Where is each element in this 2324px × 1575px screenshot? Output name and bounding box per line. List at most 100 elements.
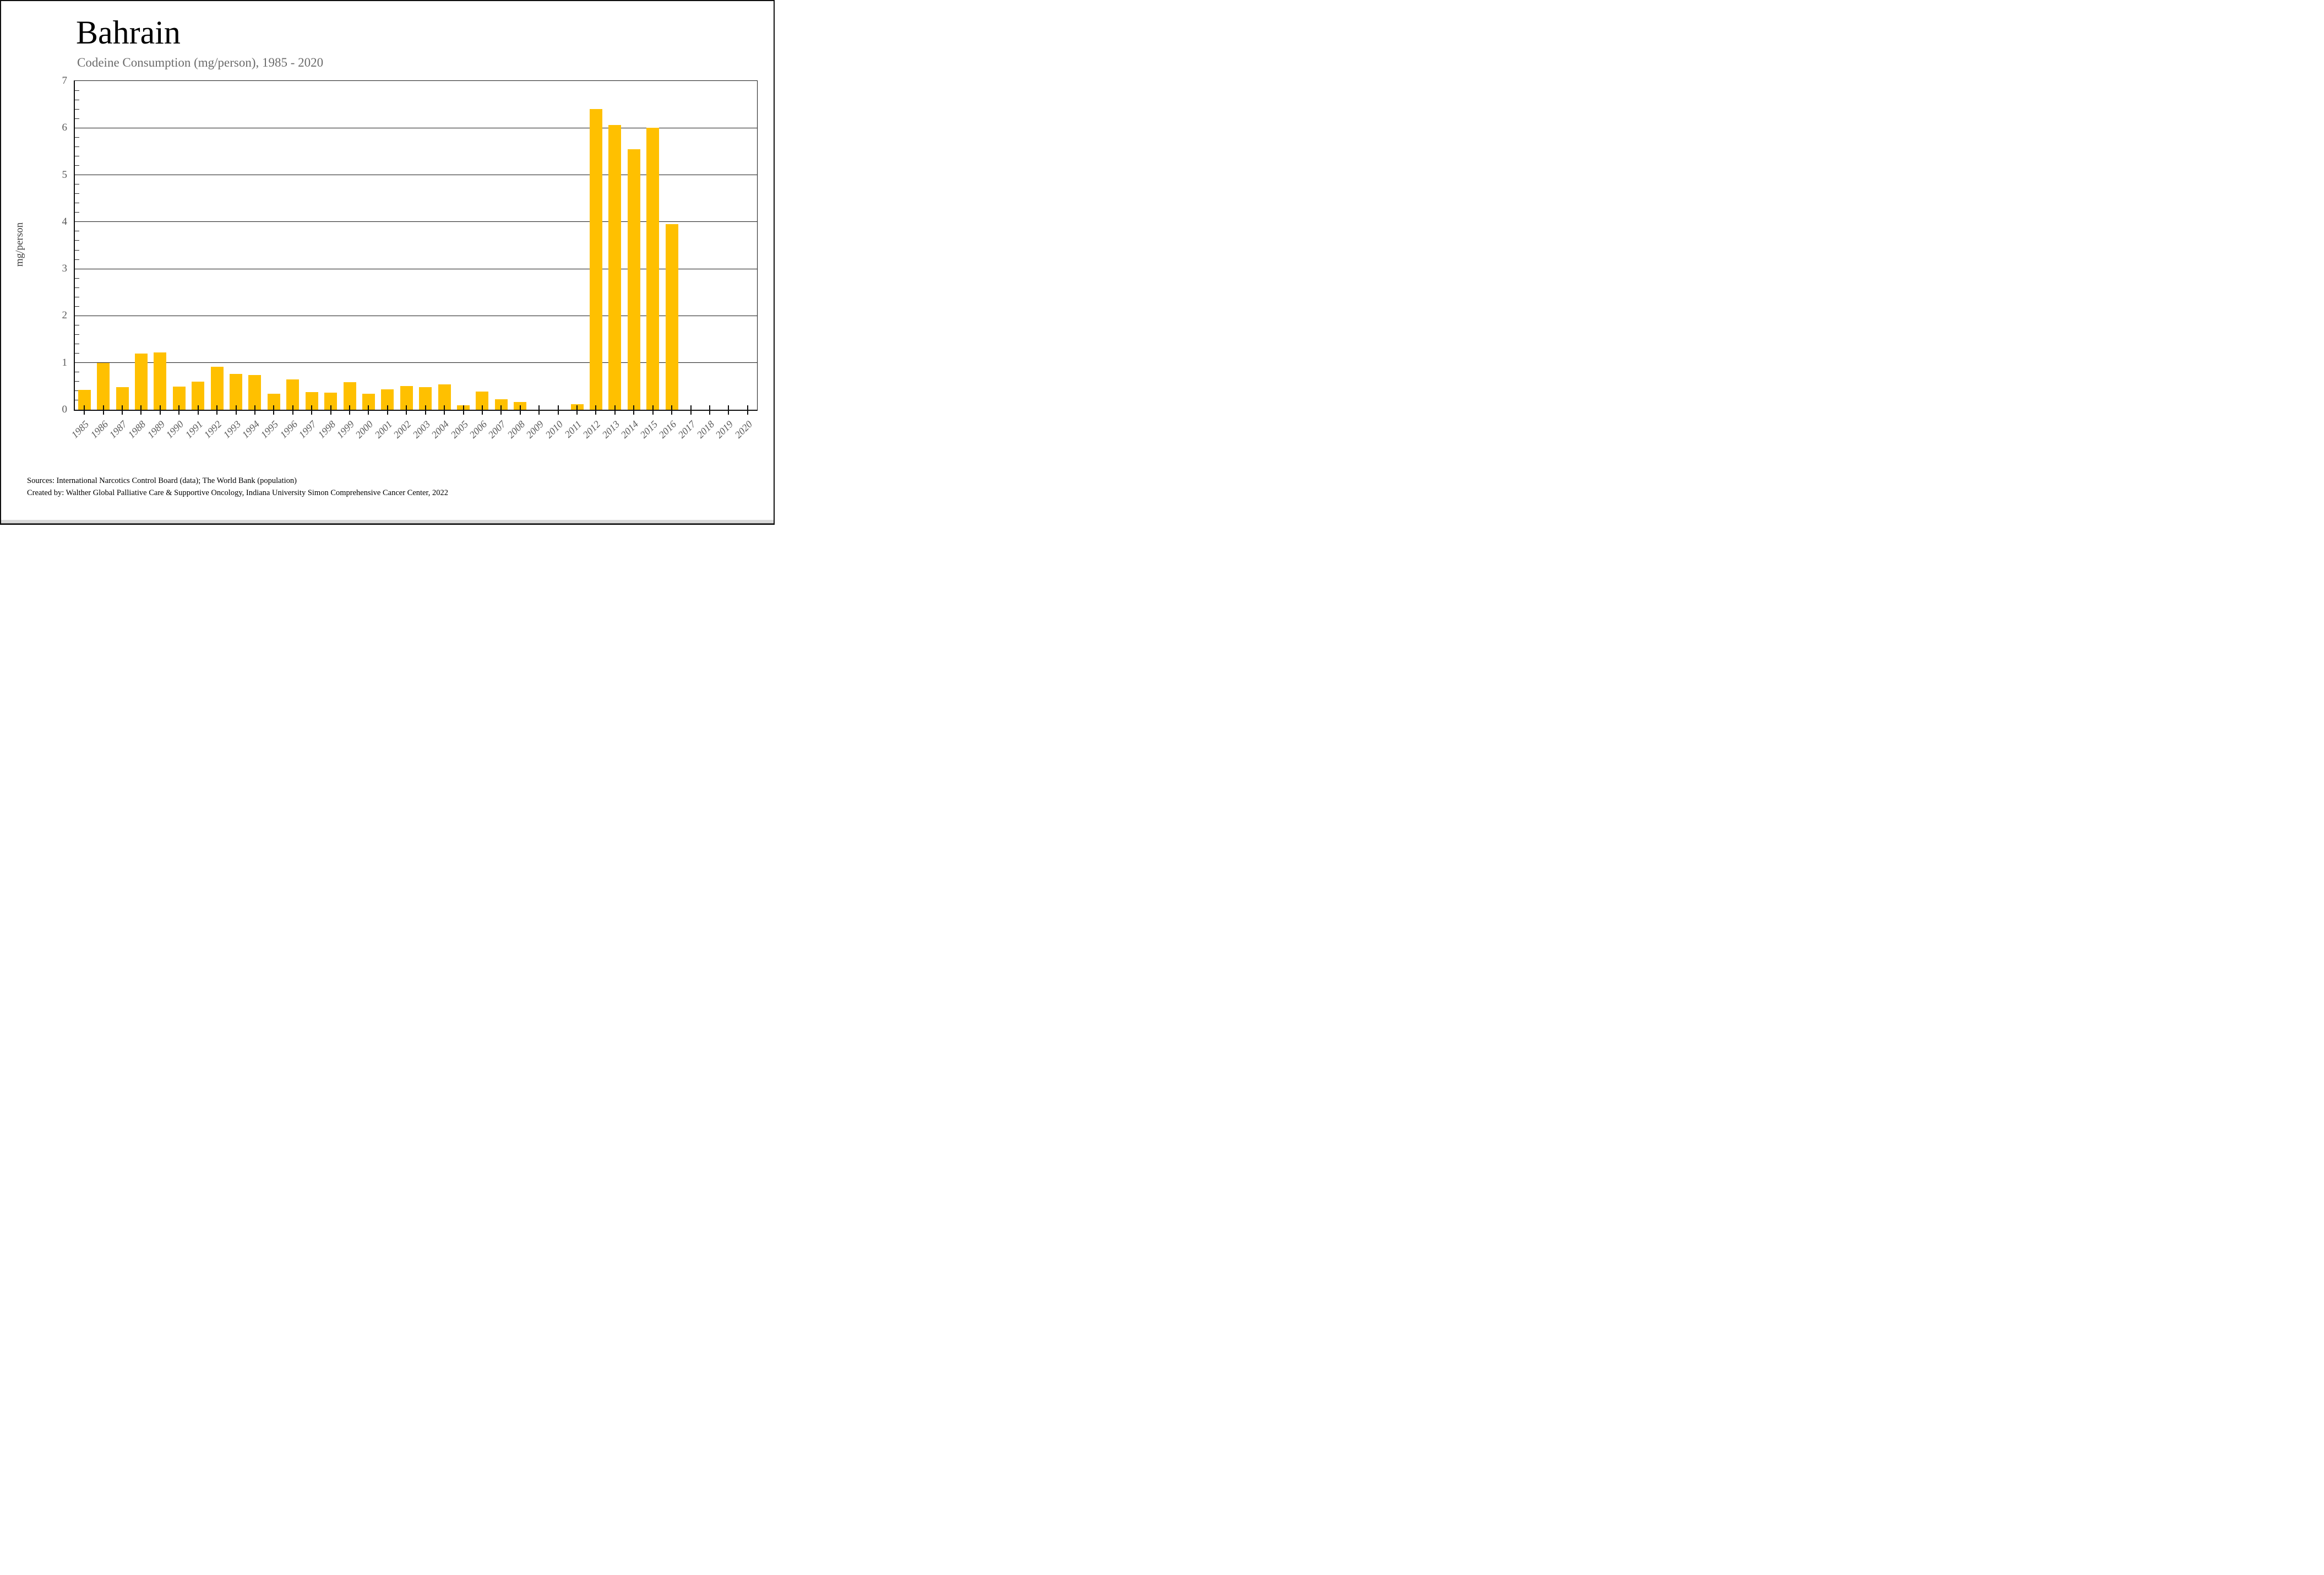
bar-2015 [646,128,660,410]
footer-created-by-line: Created by: Walther Global Palliative Ca… [27,488,448,498]
x-tick-1986 [102,405,104,415]
bar-1992 [210,366,224,410]
y-tick-label-5: 5 [62,169,68,181]
y-axis-title: mg/person [14,222,25,267]
bar-1991 [192,381,205,410]
bar-1986 [97,362,110,410]
x-tick-1989 [159,405,161,415]
y-minor-tick-5.6 [75,146,79,147]
y-tick-label-6: 6 [62,122,68,134]
y-minor-tick-3.6 [75,240,79,241]
gridline-1 [75,362,757,363]
y-minor-tick-3.4 [75,249,79,251]
x-tick-2020 [747,405,748,415]
bar-2001 [381,389,394,410]
y-tick-label-2: 2 [62,309,68,322]
y-tick-label-3: 3 [62,263,68,275]
chart-title: Bahrain [76,14,181,51]
y-tick-label-1: 1 [62,356,68,368]
x-tick-2018 [709,405,710,415]
x-tick-1999 [349,405,351,415]
x-tick-2012 [595,405,597,415]
y-minor-tick-4.6 [75,193,79,194]
y-minor-tick-6.2 [75,118,79,119]
x-tick-1993 [235,405,237,415]
footer-credits: Sources: International Narcotics Control… [27,475,448,499]
x-tick-2009 [538,405,540,415]
x-tick-1987 [122,405,123,415]
x-tick-1990 [178,405,180,415]
x-tick-2002 [406,405,407,415]
bar-1988 [134,353,148,410]
bar-1995 [267,394,280,410]
bar-1996 [286,379,300,410]
x-tick-2019 [728,405,730,415]
bar-2000 [362,394,375,410]
x-tick-2003 [424,405,426,415]
x-tick-2001 [387,405,388,415]
y-minor-tick-2.6 [75,287,79,288]
x-tick-1988 [140,405,142,415]
bar-2013 [608,125,622,410]
bar-1989 [154,352,167,410]
plot-area [74,80,758,415]
y-minor-tick-0.6 [75,381,79,382]
y-minor-tick-2.2 [75,306,79,307]
x-tick-1998 [330,405,331,415]
gridline-4 [75,221,757,222]
x-tick-2005 [462,405,464,415]
x-tick-2015 [652,405,654,415]
y-minor-tick-5.2 [75,165,79,166]
y-tick-label-4: 4 [62,215,68,227]
bar-2014 [627,149,640,410]
slide-canvas: Bahrain Codeine Consumption (mg/person),… [0,0,775,525]
y-minor-tick-4.2 [75,212,79,213]
x-tick-2010 [557,405,559,415]
y-minor-tick-3.2 [75,259,79,260]
bar-1998 [324,393,338,410]
x-tick-2016 [671,405,673,415]
y-minor-tick-6.8 [75,90,79,91]
bar-2002 [400,385,413,410]
x-tick-2006 [481,405,483,415]
x-tick-2013 [614,405,616,415]
x-tick-2000 [368,405,369,415]
bar-2012 [589,109,602,410]
bottom-strip [1,520,774,524]
bar-1997 [305,392,318,410]
x-tick-2017 [690,405,692,415]
y-minor-tick-2.8 [75,278,79,279]
chart-subtitle: Codeine Consumption (mg/person), 1985 - … [77,56,324,69]
y-minor-tick-0.4 [75,390,79,392]
y-minor-tick-5.8 [75,137,79,138]
x-tick-1997 [311,405,313,415]
bar-1999 [343,382,356,410]
bar-2004 [438,384,451,410]
x-tick-1996 [292,405,293,415]
bar-1985 [78,390,91,410]
y-minor-tick-1.6 [75,334,79,335]
y-minor-tick-1.2 [75,353,79,354]
x-tick-1991 [197,405,199,415]
bar-2007 [494,399,508,410]
x-tick-1992 [216,405,218,415]
y-tick-label-0: 0 [62,404,68,415]
bar-1987 [116,387,129,410]
x-tick-1985 [84,405,85,415]
x-tick-2014 [633,405,635,415]
bar-1994 [248,374,262,410]
bar-2016 [665,224,678,410]
y-minor-tick-6.4 [75,108,79,110]
y-tick-label-7: 7 [62,75,68,86]
x-tick-2011 [576,405,578,415]
x-tick-2008 [519,405,521,415]
x-tick-2007 [500,405,502,415]
x-tick-1995 [273,405,275,415]
bar-1993 [230,374,243,410]
bar-1990 [172,387,186,410]
footer-sources-line: Sources: International Narcotics Control… [27,476,297,485]
bar-2006 [476,391,489,410]
x-tick-1994 [254,405,255,415]
x-tick-2004 [444,405,445,415]
bar-2003 [419,387,432,410]
